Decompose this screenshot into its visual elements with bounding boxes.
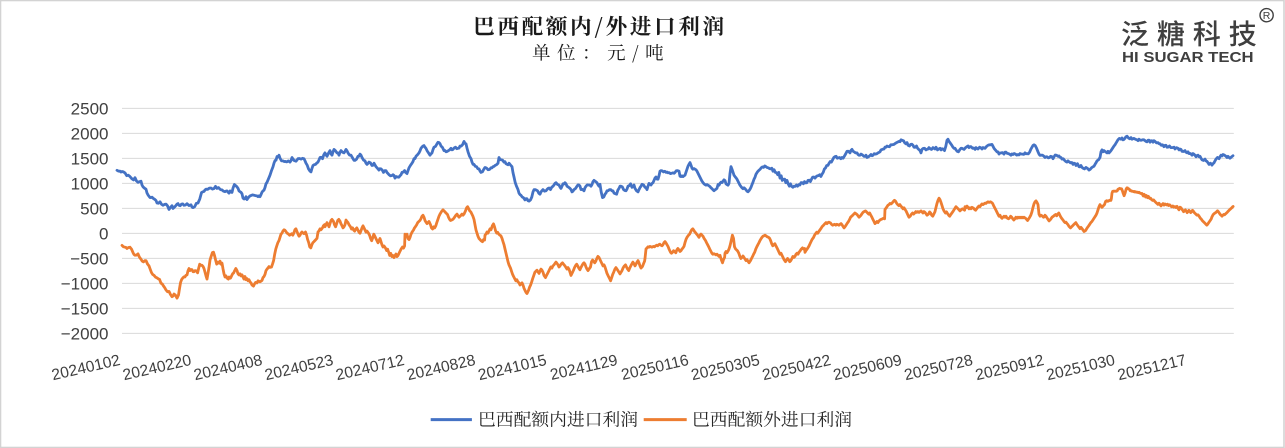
- svg-text:500: 500: [80, 200, 108, 219]
- svg-text:−1000: −1000: [61, 275, 109, 294]
- svg-text:R: R: [1263, 10, 1271, 22]
- svg-text:0: 0: [99, 225, 108, 244]
- svg-text:2500: 2500: [71, 100, 109, 119]
- svg-text:2000: 2000: [71, 125, 109, 144]
- svg-text:1000: 1000: [71, 175, 109, 194]
- svg-text:1500: 1500: [71, 150, 109, 169]
- svg-text:HI SUGAR TECH: HI SUGAR TECH: [1122, 50, 1254, 66]
- svg-text:−500: −500: [70, 250, 108, 269]
- svg-text:−1500: −1500: [61, 300, 109, 319]
- svg-text:−2000: −2000: [61, 325, 109, 344]
